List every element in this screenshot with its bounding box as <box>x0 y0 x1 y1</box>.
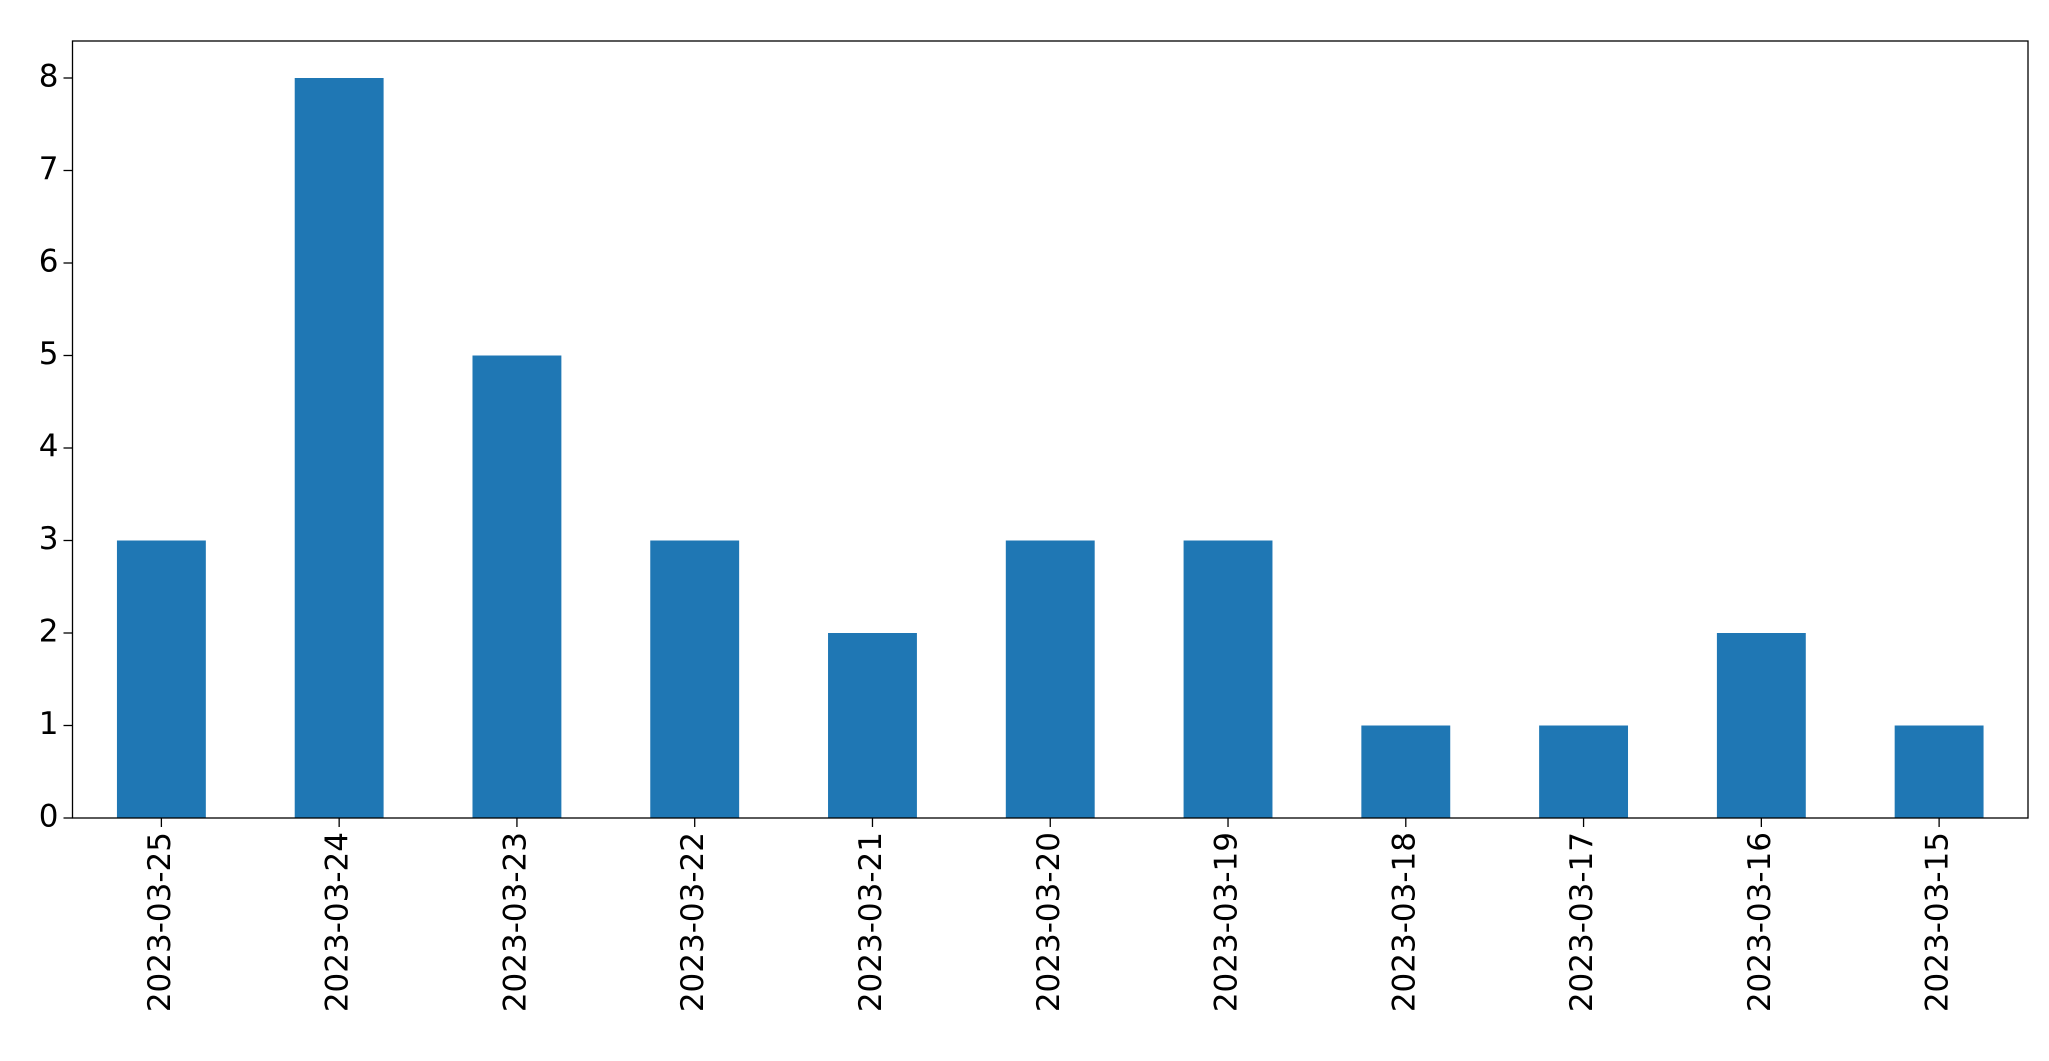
y-tick-label: 2 <box>39 614 59 650</box>
x-tick-label: 2023-03-24 <box>320 832 356 1012</box>
x-tick-label: 2023-03-19 <box>1209 832 1245 1012</box>
x-tick-label: 2023-03-21 <box>853 832 889 1012</box>
bar <box>828 633 917 818</box>
y-tick-label: 0 <box>39 799 59 835</box>
x-tick-label: 2023-03-15 <box>1920 832 1956 1012</box>
y-tick-label: 5 <box>39 336 59 372</box>
bar <box>1716 633 1806 818</box>
bar <box>1183 540 1273 818</box>
bar <box>116 540 206 818</box>
bar <box>472 355 562 818</box>
x-tick-label: 2023-03-23 <box>497 832 533 1012</box>
x-tick-label: 2023-03-17 <box>1564 832 1600 1012</box>
y-tick-label: 3 <box>39 521 59 557</box>
bar <box>1005 540 1095 818</box>
y-tick-label: 1 <box>39 706 59 742</box>
y-tick-label: 7 <box>39 151 59 187</box>
y-tick-label: 8 <box>39 59 59 95</box>
x-tick-label: 2023-03-20 <box>1031 832 1067 1012</box>
y-tick-label: 6 <box>39 244 59 280</box>
x-tick-label: 2023-03-22 <box>675 832 711 1012</box>
bar <box>1539 725 1629 818</box>
bar <box>1894 725 1984 818</box>
bar <box>1361 725 1451 818</box>
x-tick-label: 2023-03-25 <box>142 832 178 1012</box>
x-tick-label: 2023-03-18 <box>1386 832 1422 1012</box>
bar <box>294 78 384 818</box>
x-tick-label: 2023-03-16 <box>1742 832 1778 1012</box>
bar <box>650 540 740 818</box>
y-tick-label: 4 <box>39 429 59 465</box>
